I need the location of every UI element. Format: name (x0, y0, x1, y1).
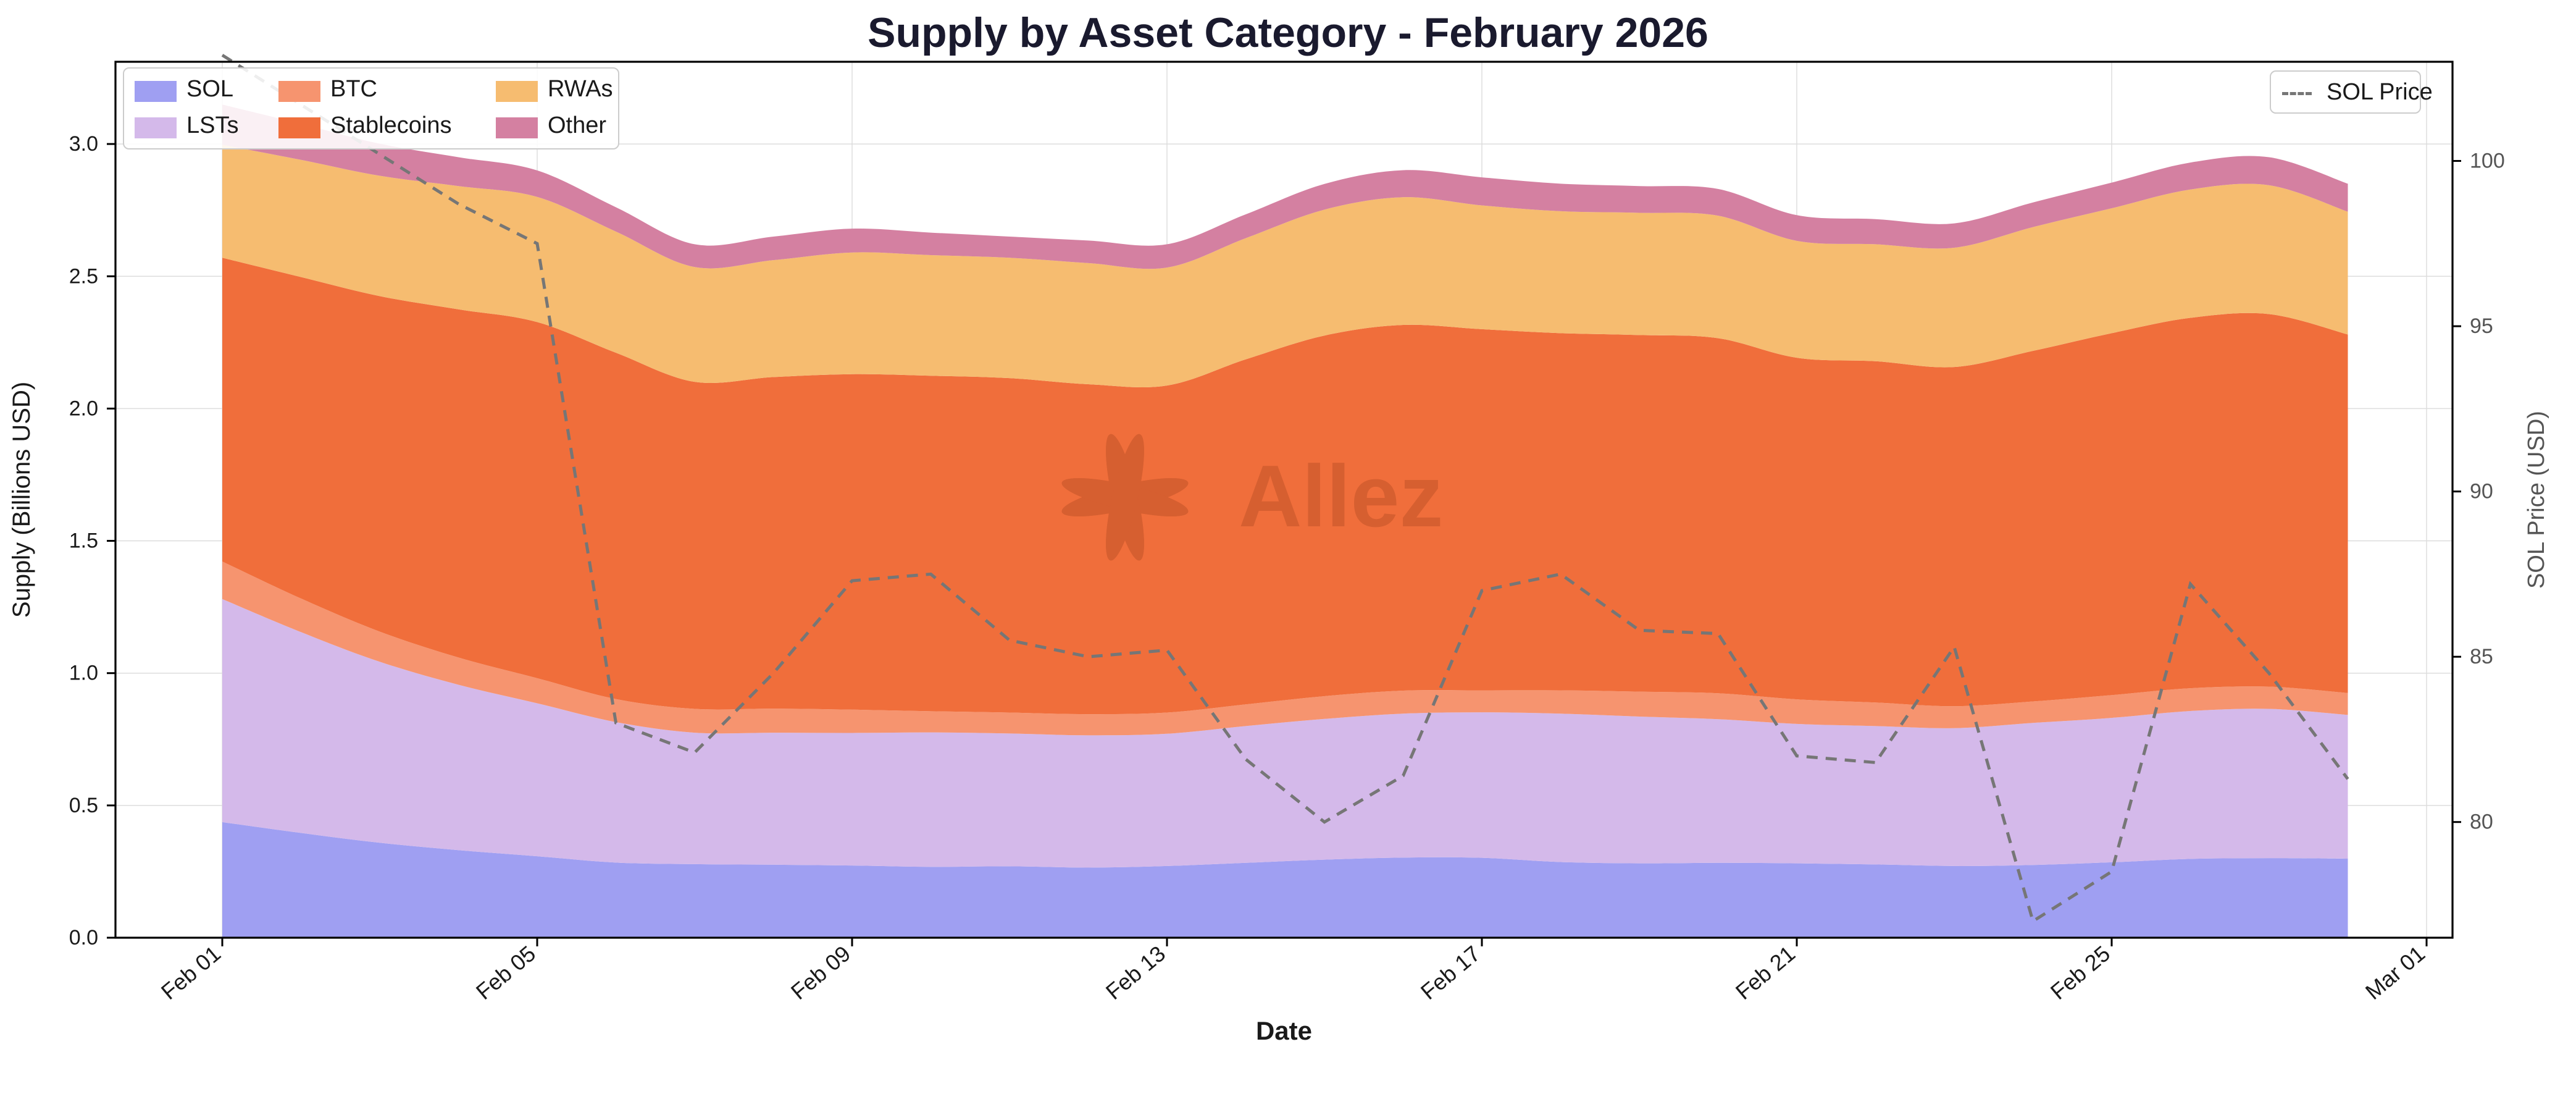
svg-text:Allez: Allez (1239, 447, 1443, 545)
svg-text:Feb 25: Feb 25 (2046, 941, 2115, 1004)
svg-text:1.0: 1.0 (69, 662, 98, 685)
svg-text:Date: Date (1256, 1016, 1312, 1045)
svg-text:Feb 01: Feb 01 (156, 941, 225, 1004)
svg-text:Mar 01: Mar 01 (2361, 941, 2430, 1004)
svg-text:Feb 21: Feb 21 (1731, 941, 1800, 1004)
svg-text:SOL Price (USD): SOL Price (USD) (2524, 411, 2549, 589)
svg-text:Feb 05: Feb 05 (471, 941, 540, 1004)
svg-text:100: 100 (2470, 149, 2505, 173)
svg-text:95: 95 (2470, 314, 2493, 338)
svg-text:3.0: 3.0 (69, 132, 98, 156)
svg-text:2.5: 2.5 (69, 264, 98, 288)
svg-text:0.0: 0.0 (69, 926, 98, 949)
svg-text:90: 90 (2470, 480, 2493, 503)
svg-text:80: 80 (2470, 810, 2493, 834)
svg-text:Feb 09: Feb 09 (786, 941, 855, 1004)
svg-text:Feb 17: Feb 17 (1416, 941, 1485, 1004)
svg-text:85: 85 (2470, 645, 2493, 668)
svg-text:0.5: 0.5 (69, 794, 98, 817)
svg-text:1.5: 1.5 (69, 529, 98, 553)
svg-text:Supply (Billions USD): Supply (Billions USD) (8, 382, 35, 618)
svg-text:2.0: 2.0 (69, 397, 98, 420)
svg-text:Feb 13: Feb 13 (1101, 941, 1170, 1004)
